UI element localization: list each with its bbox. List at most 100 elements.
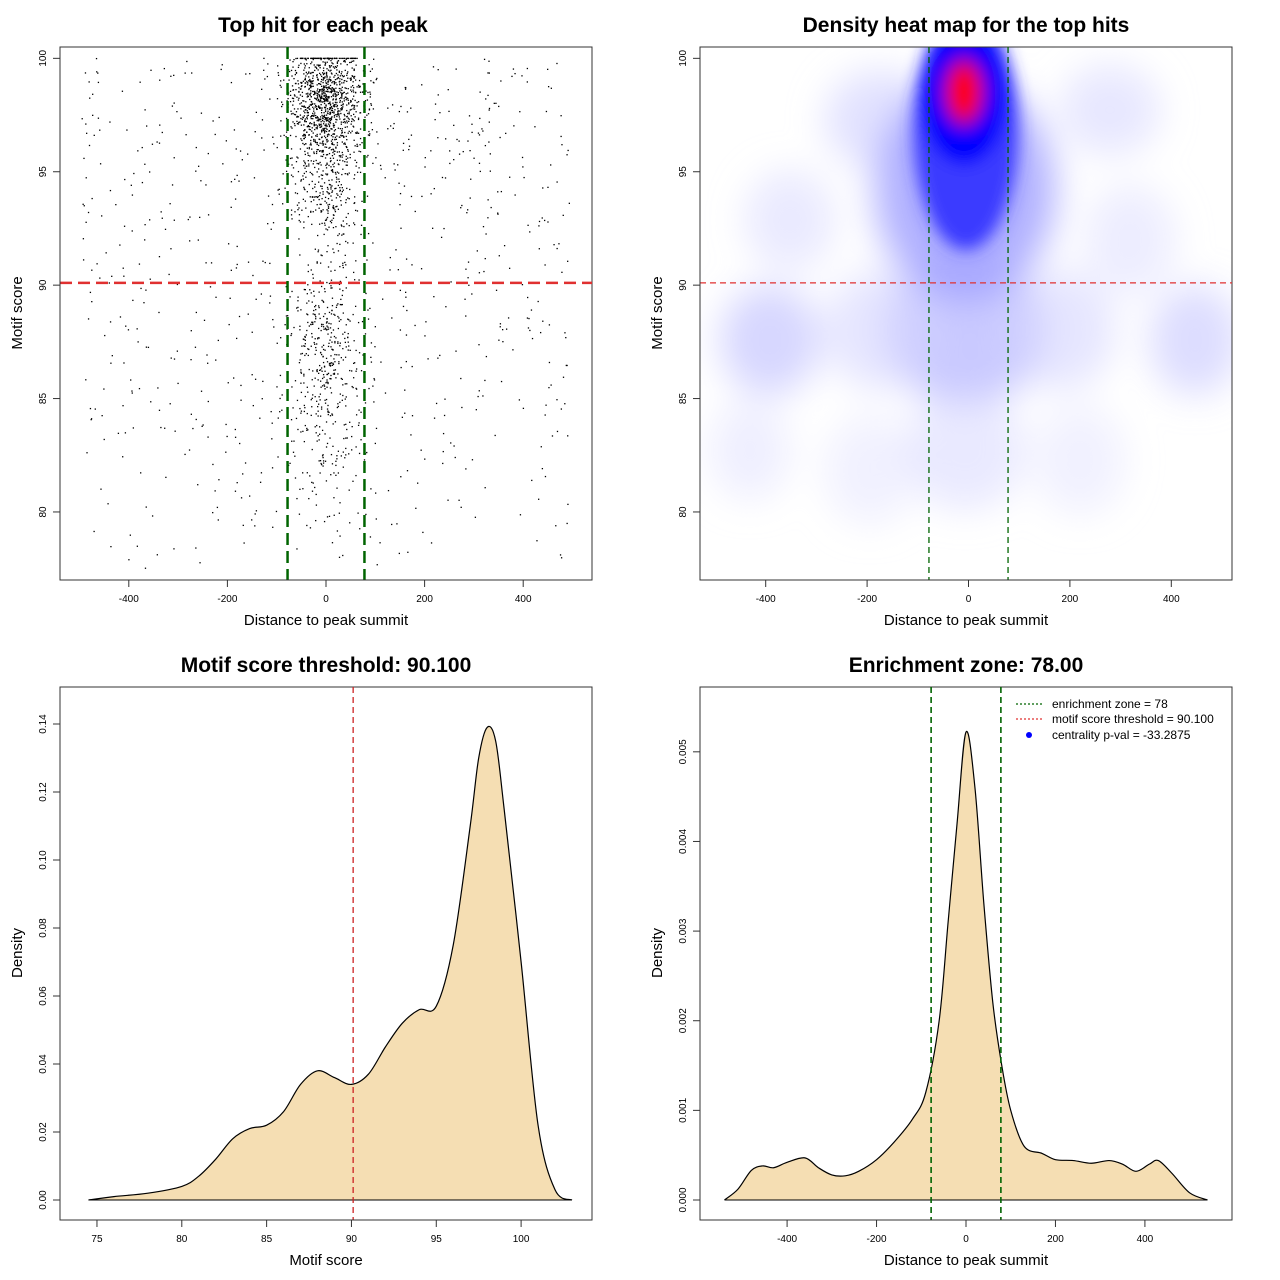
scatter-point (338, 556, 341, 558)
scatter-point (126, 129, 128, 131)
scatter-point (358, 85, 361, 88)
scatter-point (349, 188, 351, 191)
scatter-point (346, 72, 348, 75)
scatter-point (347, 132, 349, 134)
scatter-point (291, 157, 293, 159)
scatter-point (340, 92, 342, 94)
scatter-point (314, 103, 316, 105)
scatter-point (495, 289, 498, 291)
scatter-point (509, 176, 511, 178)
scatter-point (323, 88, 325, 90)
scatter-point (469, 197, 471, 199)
scatter-point (294, 380, 297, 382)
scatter-point (307, 354, 309, 357)
scatter-point (88, 144, 91, 147)
scatter-point (450, 442, 452, 444)
scatter-point (348, 102, 350, 104)
scatter-point (303, 382, 305, 384)
scatter-point (312, 75, 314, 77)
scatter-point (301, 209, 303, 211)
scatter-point (357, 101, 360, 103)
scatter-point (344, 120, 346, 123)
scatter-point (348, 130, 350, 133)
scatter-point (334, 342, 336, 344)
scatter-point (344, 331, 346, 333)
scatter-point (234, 490, 237, 492)
scatter-point (289, 157, 292, 160)
scatter-point (309, 93, 311, 95)
scatter-point (364, 333, 367, 335)
scatter-point (375, 518, 377, 520)
scatter-point (339, 156, 341, 158)
scatter-point (308, 325, 310, 327)
scatter-point (145, 506, 147, 508)
scatter-point (341, 92, 343, 95)
scatter-point (314, 91, 316, 94)
scatter-point (327, 140, 329, 142)
scatter-point (214, 133, 216, 136)
scatter-point (316, 171, 318, 173)
scatter-point (349, 156, 351, 159)
scatter-point (200, 112, 203, 114)
scatter-point (345, 58, 347, 60)
scatter-point (312, 71, 314, 74)
scatter-point (326, 381, 328, 383)
scatter-point (318, 194, 321, 197)
scatter-point (336, 151, 339, 153)
scatter-point (395, 249, 397, 251)
scatter-point (281, 394, 283, 396)
scatter-point (337, 108, 339, 110)
scatter-point (458, 153, 461, 155)
scatter-point (399, 329, 402, 331)
scatter-point (307, 429, 309, 431)
scatter-point (344, 57, 346, 60)
scatter-point (303, 172, 306, 175)
scatter-point (159, 79, 161, 81)
scatter-point (547, 221, 549, 223)
scatter-point (312, 211, 314, 213)
scatter-point (319, 161, 321, 164)
scatter-point (373, 401, 375, 403)
scatter-point (340, 298, 342, 301)
scatter-point (328, 179, 330, 182)
scatter-point (350, 108, 352, 111)
legend-threshold: motif score threshold = 90.100 (1052, 712, 1214, 726)
scatter-point (320, 209, 322, 212)
scatter-point (332, 226, 335, 229)
scatter-point (139, 81, 141, 83)
scatter-point (242, 473, 244, 475)
scatter-point (297, 428, 299, 431)
scatter-point (347, 57, 349, 60)
scatter-point (306, 293, 308, 295)
scatter-point (361, 91, 364, 93)
scatter-point (399, 289, 402, 292)
scatter-point (330, 169, 333, 172)
scatter-point (347, 212, 349, 215)
x-tick-label: -200 (857, 594, 877, 605)
scatter-point (477, 132, 480, 134)
scatter-point (311, 57, 313, 60)
heatmap-blob (885, 255, 1045, 405)
scatter-point (326, 325, 328, 327)
scatter-point (369, 307, 371, 310)
scatter-point (234, 428, 236, 431)
scatter-point (333, 313, 335, 316)
scatter-point (309, 84, 311, 87)
scatter-point (330, 96, 333, 98)
scatter-point (327, 382, 329, 385)
scatter-point (217, 339, 219, 342)
scatter-point (311, 397, 313, 399)
scatter-point (347, 174, 349, 176)
scatter-point (185, 134, 187, 136)
scatter-point (336, 119, 338, 121)
scatter-point (297, 170, 300, 173)
scatter-point (305, 101, 307, 103)
scatter-point (335, 66, 338, 69)
scatter-point (96, 71, 98, 73)
scatter-point (317, 435, 319, 437)
scatter-point (141, 146, 143, 149)
scatter-point (338, 283, 341, 286)
scatter-point (511, 75, 513, 78)
scatter-point (398, 552, 400, 555)
scatter-point (356, 145, 359, 147)
